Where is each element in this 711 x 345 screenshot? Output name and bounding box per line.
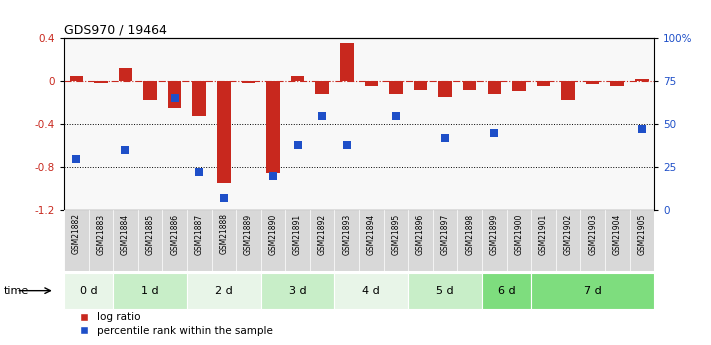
- Text: GSM21898: GSM21898: [465, 214, 474, 255]
- Bar: [217, 81, 230, 184]
- Point: [169, 96, 181, 101]
- Bar: [635, 79, 648, 81]
- Text: GSM21901: GSM21901: [539, 214, 548, 255]
- Text: GSM21903: GSM21903: [588, 214, 597, 255]
- FancyBboxPatch shape: [482, 273, 531, 308]
- Point: [636, 127, 648, 132]
- Bar: [537, 81, 550, 87]
- Point: [316, 113, 328, 118]
- Point: [439, 135, 451, 141]
- Text: 7 d: 7 d: [584, 286, 602, 296]
- Bar: [389, 81, 402, 94]
- Bar: [119, 68, 132, 81]
- Point: [70, 156, 82, 161]
- Text: GSM21899: GSM21899: [490, 214, 499, 255]
- Bar: [168, 81, 181, 108]
- Text: GSM21895: GSM21895: [392, 214, 400, 255]
- Text: GSM21893: GSM21893: [342, 214, 351, 255]
- FancyBboxPatch shape: [408, 273, 482, 308]
- Point: [390, 113, 402, 118]
- Text: GSM21892: GSM21892: [318, 214, 326, 255]
- Bar: [586, 81, 599, 84]
- Point: [488, 130, 500, 136]
- FancyBboxPatch shape: [187, 273, 261, 308]
- Text: GSM21885: GSM21885: [146, 214, 154, 255]
- Text: time: time: [4, 286, 29, 296]
- FancyBboxPatch shape: [64, 273, 113, 308]
- Point: [267, 173, 279, 179]
- Bar: [561, 81, 574, 100]
- Bar: [488, 81, 501, 94]
- Bar: [316, 81, 329, 94]
- Point: [119, 147, 131, 153]
- Text: 0 d: 0 d: [80, 286, 97, 296]
- Point: [341, 142, 353, 148]
- Text: GSM21888: GSM21888: [219, 214, 228, 255]
- Text: 6 d: 6 d: [498, 286, 515, 296]
- Text: 5 d: 5 d: [437, 286, 454, 296]
- Text: GSM21900: GSM21900: [514, 214, 523, 255]
- Text: GSM21883: GSM21883: [97, 214, 105, 255]
- Point: [193, 170, 205, 175]
- Text: 1 d: 1 d: [141, 286, 159, 296]
- Bar: [439, 81, 452, 97]
- Text: GSM21887: GSM21887: [195, 214, 204, 255]
- Text: GSM21905: GSM21905: [637, 214, 646, 255]
- Text: GSM21891: GSM21891: [293, 214, 302, 255]
- Bar: [291, 76, 304, 81]
- Bar: [414, 81, 427, 90]
- Text: GSM21904: GSM21904: [613, 214, 621, 255]
- FancyBboxPatch shape: [113, 273, 187, 308]
- Text: GSM21897: GSM21897: [441, 214, 449, 255]
- FancyBboxPatch shape: [531, 273, 654, 308]
- Bar: [340, 43, 353, 81]
- Bar: [242, 81, 255, 83]
- FancyBboxPatch shape: [334, 273, 408, 308]
- Text: GSM21882: GSM21882: [72, 214, 81, 255]
- Point: [218, 196, 230, 201]
- Text: GSM21902: GSM21902: [564, 214, 572, 255]
- Bar: [266, 81, 279, 173]
- Bar: [365, 81, 378, 87]
- Text: 4 d: 4 d: [363, 286, 380, 296]
- Text: GSM21886: GSM21886: [170, 214, 179, 255]
- Text: GSM21894: GSM21894: [367, 214, 376, 255]
- FancyBboxPatch shape: [64, 210, 654, 271]
- FancyBboxPatch shape: [261, 273, 334, 308]
- Text: GSM21889: GSM21889: [244, 214, 253, 255]
- Text: GDS970 / 19464: GDS970 / 19464: [64, 24, 167, 37]
- Point: [292, 142, 304, 148]
- Bar: [463, 81, 476, 90]
- Bar: [144, 81, 157, 100]
- Text: 3 d: 3 d: [289, 286, 306, 296]
- Bar: [512, 81, 525, 91]
- Text: 2 d: 2 d: [215, 286, 232, 296]
- Text: GSM21884: GSM21884: [121, 214, 130, 255]
- Bar: [193, 81, 206, 116]
- Text: GSM21890: GSM21890: [269, 214, 277, 255]
- Text: GSM21896: GSM21896: [416, 214, 425, 255]
- Legend: log ratio, percentile rank within the sample: log ratio, percentile rank within the sa…: [69, 308, 277, 340]
- Bar: [94, 81, 107, 83]
- Bar: [611, 81, 624, 87]
- Bar: [70, 76, 83, 81]
